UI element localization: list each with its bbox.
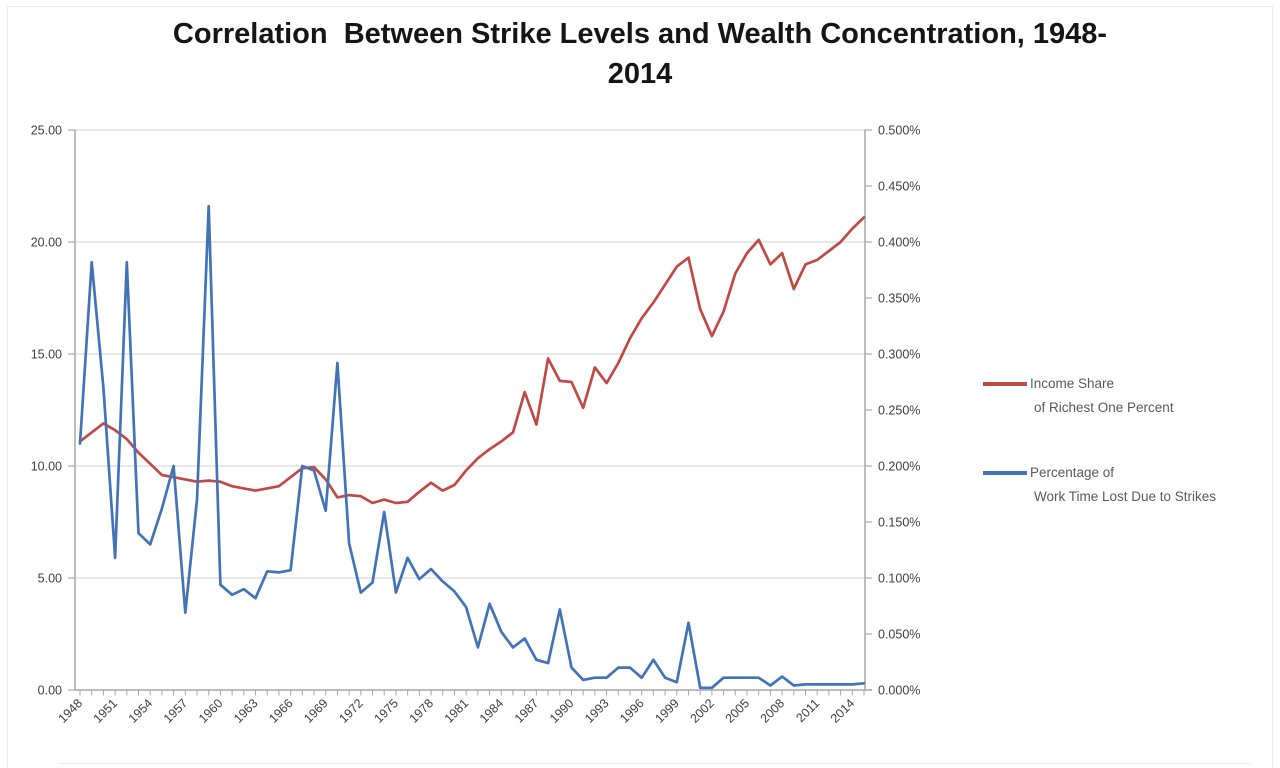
- y-axis-right-labels: 0.500% 0.450% 0.400% 0.350% 0.300% 0.250% 0.20…: [878, 124, 920, 698]
- x-axis-tick-label: 1987: [512, 696, 542, 726]
- y-axis-right-tick-label: 0.250%: [878, 404, 920, 418]
- y-axis-right-tick-label: 0.300%: [878, 348, 920, 362]
- x-axis-tick-label: 1969: [301, 696, 331, 726]
- x-axis-tick-label: 1963: [231, 696, 261, 726]
- x-axis-tick-label: 1984: [477, 696, 507, 726]
- x-axis-tick-label: 1966: [266, 696, 296, 726]
- chart-title-line2: 2014: [607, 58, 673, 90]
- legend-label: of Richest One Percent: [1034, 400, 1174, 415]
- work-time-lost-strikes-line: [78, 204, 866, 690]
- data-series: [78, 204, 866, 690]
- x-axis-tick-label: 1972: [336, 696, 366, 726]
- legend-label: Work Time Lost Due to Strikes: [1034, 489, 1217, 504]
- axis-ticks: [68, 129, 872, 696]
- y-axis-right-tick-label: 0.200%: [878, 460, 920, 474]
- legend-item-work-time-lost: Percentage of Work Time Lost Due to Stri…: [983, 461, 1273, 509]
- cropped-caption-edge: [60, 763, 1250, 764]
- y-axis-right-tick-label: 0.050%: [878, 628, 920, 642]
- x-axis-tick-label: 1978: [407, 696, 437, 726]
- x-axis-tick-label: 2005: [723, 696, 753, 726]
- gridlines: [75, 129, 865, 579]
- x-axis-tick-label: 2011: [793, 696, 822, 725]
- legend-swatch-work-time-lost: [983, 471, 1027, 475]
- x-axis-tick-label: 2014: [828, 696, 858, 726]
- y-axis-right-tick-label: 0.350%: [878, 292, 920, 306]
- x-axis-tick-label: 1954: [126, 696, 156, 726]
- y-axis-left-tick-label: 15.00: [31, 348, 62, 362]
- legend-label: Income Share: [1030, 376, 1115, 391]
- x-axis-tick-label: 1990: [547, 696, 577, 726]
- x-axis-tick-label: 1957: [161, 696, 191, 726]
- y-axis-left-tick-label: 25.00: [31, 124, 62, 138]
- y-axis-right-tick-label: 0.150%: [878, 516, 920, 530]
- x-axis-tick-label: 2002: [687, 696, 717, 726]
- legend: Income Share of Richest One Percent Perc…: [983, 372, 1273, 550]
- x-axis-tick-label: 1975: [371, 696, 401, 726]
- y-axis-right-tick-label: 0.450%: [878, 180, 920, 194]
- y-axis-left-tick-label: 20.00: [31, 236, 62, 250]
- axes: [74, 130, 872, 691]
- legend-item-income-share: Income Share of Richest One Percent: [983, 372, 1273, 420]
- y-axis-right-tick-label: 0.500%: [878, 124, 920, 138]
- x-axis-tick-label: 1981: [442, 696, 472, 726]
- legend-label: Percentage of: [1030, 465, 1115, 480]
- income-share-line: [78, 216, 866, 505]
- x-axis-tick-label: 1951: [91, 696, 121, 726]
- x-axis-tick-label: 2008: [758, 696, 788, 726]
- chart-title-line1: Correlation Between Strike Levels and We…: [172, 18, 1108, 50]
- y-axis-right-tick-label: 0.100%: [878, 572, 920, 586]
- y-axis-right-tick-label: 0.000%: [878, 684, 920, 698]
- y-axis-left-labels: 25.00 20.00 15.00 10.00 5.00 0.00: [31, 124, 62, 698]
- y-axis-left-tick-label: 10.00: [31, 460, 62, 474]
- x-axis-tick-label: 1996: [617, 696, 647, 726]
- x-axis-labels: 1948 1951 1954 1957 1960 1963 1966 1969 1972 1975…: [56, 696, 858, 726]
- x-axis-tick-label: 1948: [56, 696, 86, 726]
- legend-swatch-income-share: [983, 382, 1027, 386]
- y-axis-left-tick-label: 5.00: [38, 572, 62, 586]
- y-axis-right-tick-label: 0.400%: [878, 236, 920, 250]
- x-axis-tick-label: 1960: [196, 696, 226, 726]
- x-axis-tick-label: 1993: [582, 696, 612, 726]
- chart-title: Correlation Between Strike Levels and We…: [0, 14, 1280, 94]
- x-axis-tick-label: 1999: [652, 696, 682, 726]
- y-axis-left-tick-label: 0.00: [38, 684, 62, 698]
